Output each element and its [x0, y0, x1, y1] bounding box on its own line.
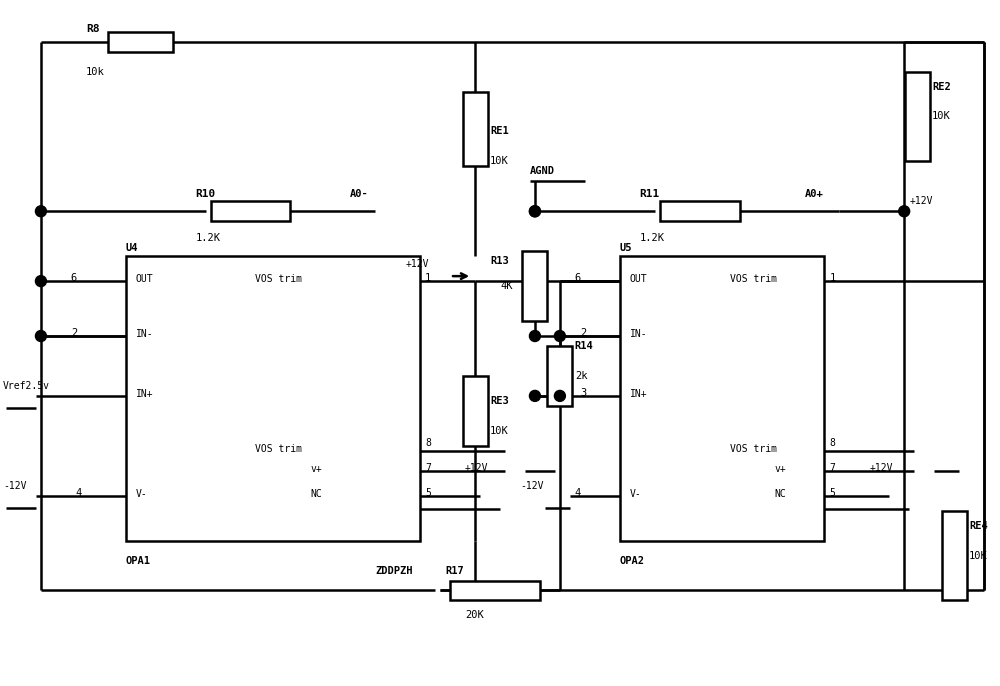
Text: 4: 4: [76, 488, 82, 497]
Text: 3: 3: [580, 388, 586, 398]
Text: 10K: 10K: [932, 111, 951, 121]
Bar: [463, 91, 488, 167]
Text: 2k: 2k: [575, 371, 587, 381]
Text: 5: 5: [829, 488, 835, 497]
Bar: [108, 32, 173, 51]
Text: ZDDPZH: ZDDPZH: [375, 565, 413, 576]
Bar: [463, 376, 488, 446]
Bar: [211, 201, 290, 222]
Bar: [905, 71, 930, 161]
Text: IN+: IN+: [630, 389, 647, 399]
Bar: [450, 580, 540, 600]
Text: -12V: -12V: [520, 481, 543, 490]
Circle shape: [529, 206, 540, 217]
Text: V-: V-: [136, 488, 147, 499]
Text: 7: 7: [829, 463, 835, 473]
Text: v+: v+: [310, 464, 322, 474]
Text: +12V: +12V: [869, 463, 893, 473]
Text: NC: NC: [310, 488, 322, 499]
Text: RE1: RE1: [490, 126, 509, 137]
Text: R17: R17: [445, 565, 464, 576]
Bar: [126, 256, 420, 541]
Circle shape: [554, 331, 565, 342]
Text: 2: 2: [71, 328, 77, 338]
Text: 4: 4: [575, 488, 581, 497]
Text: OUT: OUT: [630, 274, 647, 284]
Text: AGND: AGND: [530, 166, 555, 176]
Text: 8: 8: [829, 438, 835, 448]
Text: A0+: A0+: [804, 189, 823, 200]
Text: A0-: A0-: [350, 189, 369, 200]
Circle shape: [35, 276, 46, 287]
Text: U5: U5: [620, 243, 632, 253]
Text: +12V: +12V: [465, 463, 489, 473]
Text: 20K: 20K: [465, 611, 484, 620]
Text: 10K: 10K: [969, 551, 988, 560]
Text: OUT: OUT: [136, 274, 153, 284]
Bar: [942, 510, 967, 600]
Text: 6: 6: [71, 273, 77, 283]
Bar: [620, 256, 824, 541]
Text: NC: NC: [774, 488, 786, 499]
Text: IN+: IN+: [136, 389, 153, 399]
Circle shape: [35, 331, 46, 342]
Text: 2: 2: [580, 328, 586, 338]
Text: 10K: 10K: [490, 156, 509, 167]
Text: 6: 6: [575, 273, 581, 283]
Text: R14: R14: [575, 341, 594, 351]
Bar: [660, 201, 740, 222]
Text: 5: 5: [425, 488, 431, 497]
Text: +12V: +12V: [909, 196, 933, 206]
Circle shape: [35, 206, 46, 217]
Text: OPA1: OPA1: [126, 556, 151, 565]
Text: 7: 7: [425, 463, 431, 473]
Text: 4K: 4K: [500, 281, 512, 291]
Text: VOS trim: VOS trim: [730, 444, 777, 453]
Circle shape: [529, 390, 540, 401]
Text: VOS trim: VOS trim: [255, 274, 302, 284]
Text: 1.2K: 1.2K: [196, 233, 221, 244]
Text: 1: 1: [829, 273, 836, 283]
Text: R13: R13: [490, 256, 509, 266]
Text: v+: v+: [774, 464, 786, 474]
Text: VOS trim: VOS trim: [255, 444, 302, 453]
Text: 10K: 10K: [490, 426, 509, 436]
Text: U4: U4: [126, 243, 138, 253]
Text: 1: 1: [425, 273, 431, 283]
Bar: [522, 251, 547, 321]
Text: V-: V-: [630, 488, 641, 499]
Text: 1.2K: 1.2K: [640, 233, 665, 244]
Text: IN-: IN-: [630, 329, 647, 339]
Text: R11: R11: [640, 189, 660, 200]
Circle shape: [529, 331, 540, 342]
Bar: [547, 346, 572, 406]
Circle shape: [529, 206, 540, 217]
Text: Vref2.5v: Vref2.5v: [3, 381, 50, 391]
Text: RE3: RE3: [490, 396, 509, 406]
Text: +12V: +12V: [405, 259, 429, 269]
Text: 10k: 10k: [86, 67, 105, 77]
Circle shape: [899, 206, 910, 217]
Circle shape: [554, 390, 565, 401]
Text: OPA2: OPA2: [620, 556, 645, 565]
Text: RE2: RE2: [932, 82, 951, 91]
Text: IN-: IN-: [136, 329, 153, 339]
Text: R8: R8: [86, 23, 99, 34]
Text: R10: R10: [196, 189, 216, 200]
Text: -12V: -12V: [3, 481, 27, 490]
Text: RE4: RE4: [969, 521, 988, 530]
Text: 8: 8: [425, 438, 431, 448]
Text: VOS trim: VOS trim: [730, 274, 777, 284]
